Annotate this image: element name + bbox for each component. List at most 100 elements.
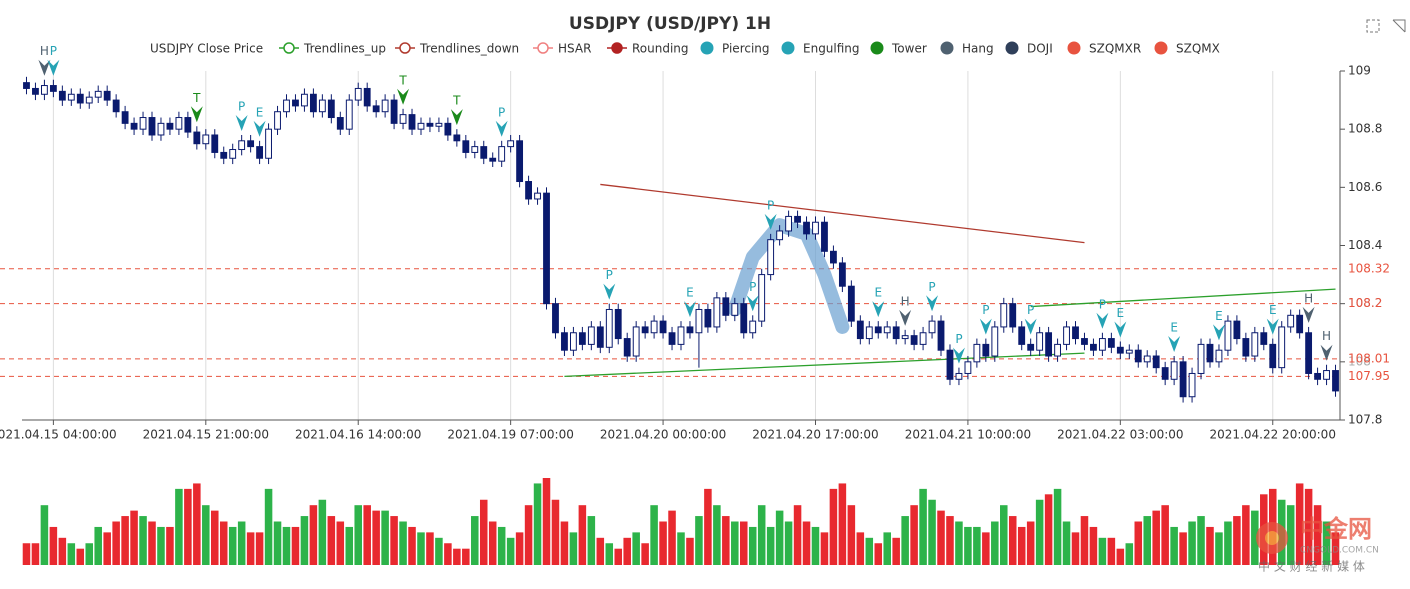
candle-body	[1287, 314, 1295, 328]
x-tick-label: 2021.04.15 04:00:00	[0, 428, 117, 442]
volume-bar	[1286, 505, 1295, 565]
candle-body	[830, 250, 837, 264]
candle-body	[964, 361, 972, 374]
volume-bar	[282, 526, 291, 565]
candle-body	[381, 99, 389, 113]
candle-body	[991, 326, 999, 357]
pattern-label: P	[1099, 297, 1106, 311]
candle-body	[453, 134, 461, 142]
hsar-label-bg	[1345, 351, 1405, 366]
legend-label[interactable]: Piercing	[722, 42, 770, 56]
volume-bar	[560, 521, 569, 565]
legend-label[interactable]: DOJI	[1027, 42, 1053, 56]
candle-body	[309, 93, 317, 113]
candle-body	[1251, 332, 1259, 357]
legend-label[interactable]: Engulfing	[803, 42, 860, 56]
volume-bar	[605, 543, 614, 565]
candle-body	[516, 140, 524, 183]
legend-label[interactable]: Trendlines_down	[419, 42, 519, 56]
candle-body	[946, 349, 954, 380]
legend-label[interactable]: USDJPY Close Price	[150, 42, 263, 56]
volume-bar	[659, 521, 667, 565]
hsar-label: 108.2	[1348, 296, 1382, 310]
volume-bar	[677, 532, 685, 565]
legend-label[interactable]: Hang	[962, 42, 994, 56]
candle-body	[1152, 355, 1160, 369]
volume-bar	[578, 505, 587, 565]
hsar-label: 108.32	[1348, 261, 1390, 275]
candle-body	[561, 332, 568, 351]
candle-body	[166, 122, 174, 130]
pattern-marker	[746, 295, 759, 312]
legend-label[interactable]: Rounding	[632, 42, 689, 56]
candle-body	[202, 134, 210, 145]
volume-bar	[1224, 521, 1232, 565]
candle-body	[803, 221, 810, 235]
volume-bar	[1251, 510, 1259, 565]
hsar-label-bg	[1345, 261, 1405, 276]
candle-body	[408, 114, 416, 130]
candle-body	[471, 146, 479, 153]
volume-bar	[130, 510, 138, 565]
volume-bar	[31, 543, 40, 565]
volume-bar	[793, 505, 802, 565]
volume-bar	[883, 532, 891, 565]
hsar-label-bg	[1345, 369, 1405, 384]
volume-bar	[722, 516, 730, 565]
candle-body	[301, 93, 308, 107]
volume-bar	[623, 537, 631, 565]
y-tick-label: 108.4	[1348, 238, 1382, 252]
candle-body	[1197, 343, 1205, 374]
volume-bar	[668, 510, 676, 565]
candle-body	[1116, 346, 1124, 354]
watermark-logo	[1265, 531, 1279, 545]
volume-bar	[1304, 488, 1313, 565]
volume-bar	[1331, 532, 1340, 565]
hsar-label: 107.95	[1348, 369, 1390, 383]
volume-bar	[211, 510, 219, 565]
legend-label[interactable]: SZQMX	[1176, 42, 1220, 56]
watermark-site: CNGOLD.COM.CN	[1300, 546, 1379, 556]
watermark-name: 中金网	[1300, 515, 1372, 543]
pattern-marker	[450, 109, 463, 126]
candle-body	[1170, 361, 1178, 380]
volume-bar	[820, 532, 829, 565]
volume-bar	[1170, 526, 1178, 565]
x-tick-label: 2021.04.22 20:00:00	[1210, 428, 1336, 442]
volume-bar	[139, 516, 147, 565]
legend-label[interactable]: Tower	[891, 42, 927, 56]
volume-bar	[524, 505, 533, 565]
candle-body	[336, 117, 344, 130]
candle-body	[1098, 338, 1106, 351]
candle-body	[318, 99, 326, 113]
candle-body	[220, 151, 228, 159]
toolbar[interactable]	[1366, 19, 1406, 33]
pattern-label: P	[928, 280, 935, 294]
volume-bar	[919, 488, 927, 565]
legend-label[interactable]: Trendlines_up	[303, 42, 386, 56]
pattern-marker	[1320, 344, 1333, 361]
candle-body	[1188, 372, 1196, 398]
volume-bar	[757, 505, 766, 565]
pattern-label: P	[955, 332, 962, 346]
legend-label[interactable]: SZQMXR	[1089, 42, 1141, 56]
pattern-label: P	[238, 99, 245, 113]
candle-body	[1125, 349, 1133, 354]
pattern-label: T	[192, 91, 201, 105]
legend-label[interactable]: HSAR	[558, 42, 591, 56]
volume-bar	[1008, 516, 1017, 565]
candle-body	[534, 192, 541, 200]
candle-body	[821, 221, 828, 252]
candle-body	[758, 274, 766, 322]
volume-bar	[291, 526, 300, 565]
volume-bar	[650, 505, 658, 565]
volume-bar	[1089, 526, 1098, 565]
volume-bar	[1206, 526, 1214, 565]
volume-bar	[336, 521, 345, 565]
candle-body	[1072, 326, 1079, 340]
pattern-label: E	[1170, 321, 1178, 335]
x-tick-label: 2021.04.21 10:00:00	[905, 428, 1031, 442]
candle-body	[1081, 338, 1088, 345]
volume-bar	[399, 521, 407, 565]
volume-bar	[713, 505, 721, 565]
